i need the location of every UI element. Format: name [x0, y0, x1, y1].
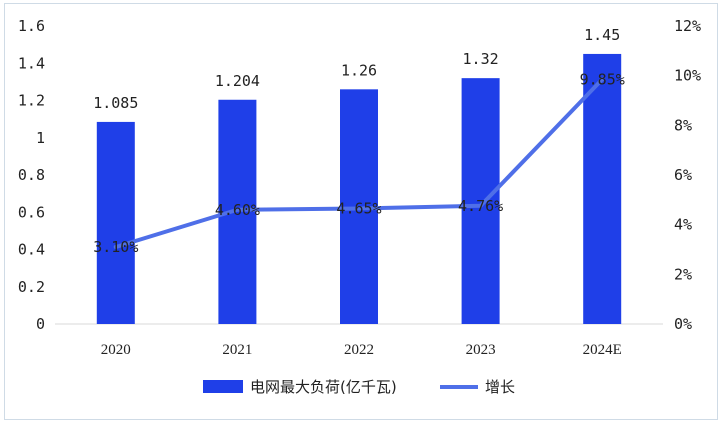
y-left-tick-label: 0.6 [18, 203, 45, 221]
line-data-label: 4.76% [458, 197, 503, 215]
growth-point [113, 245, 118, 250]
y-right-tick-label: 0% [674, 315, 692, 333]
y-right-tick-label: 4% [674, 216, 692, 234]
x-tick-label: 2020 [101, 342, 131, 358]
x-tick-label: 2022 [344, 342, 374, 358]
legend-bar-swatch [203, 380, 243, 393]
bar [583, 53, 622, 324]
y-right-tick-label: 8% [674, 116, 692, 134]
line-data-label: 4.65% [336, 200, 381, 218]
legend-line-label: 增长 [485, 378, 515, 396]
y-right-tick-label: 10% [674, 67, 701, 85]
y-left-tick-label: 0.8 [18, 166, 45, 184]
y-left-tick-label: 1 [36, 129, 45, 147]
growth-point [235, 207, 240, 212]
bar-data-label: 1.32 [463, 50, 499, 68]
y-left-tick-label: 1.4 [18, 54, 45, 72]
y-right-tick-label: 12% [674, 17, 701, 35]
legend-bar-label: 电网最大负荷(亿千瓦) [250, 378, 397, 396]
bar [461, 78, 500, 325]
x-tick-label: 2021 [222, 342, 252, 358]
y-left-tick-label: 1.6 [18, 17, 45, 35]
growth-point [478, 203, 483, 208]
x-tick-label: 2024E [583, 342, 622, 358]
line-data-label: 9.85% [580, 70, 625, 88]
line-data-label: 4.60% [215, 201, 260, 219]
y-right-tick-label: 2% [674, 265, 692, 283]
y-left-tick-label: 1.2 [18, 92, 45, 110]
bar [96, 121, 135, 324]
line-data-label: 3.10% [93, 238, 138, 256]
y-right-tick-label: 6% [674, 166, 692, 184]
y-left-tick-label: 0.4 [18, 241, 45, 259]
x-tick-label: 2023 [466, 342, 496, 358]
y-left-tick-label: 0 [36, 315, 45, 333]
bar-data-label: 1.085 [93, 94, 138, 112]
bar-data-label: 1.45 [584, 26, 620, 44]
growth-point [600, 77, 605, 82]
bar-data-label: 1.204 [215, 72, 260, 90]
y-left-tick-label: 0.2 [18, 278, 45, 296]
bar-data-label: 1.26 [341, 61, 377, 79]
growth-point [357, 206, 361, 211]
